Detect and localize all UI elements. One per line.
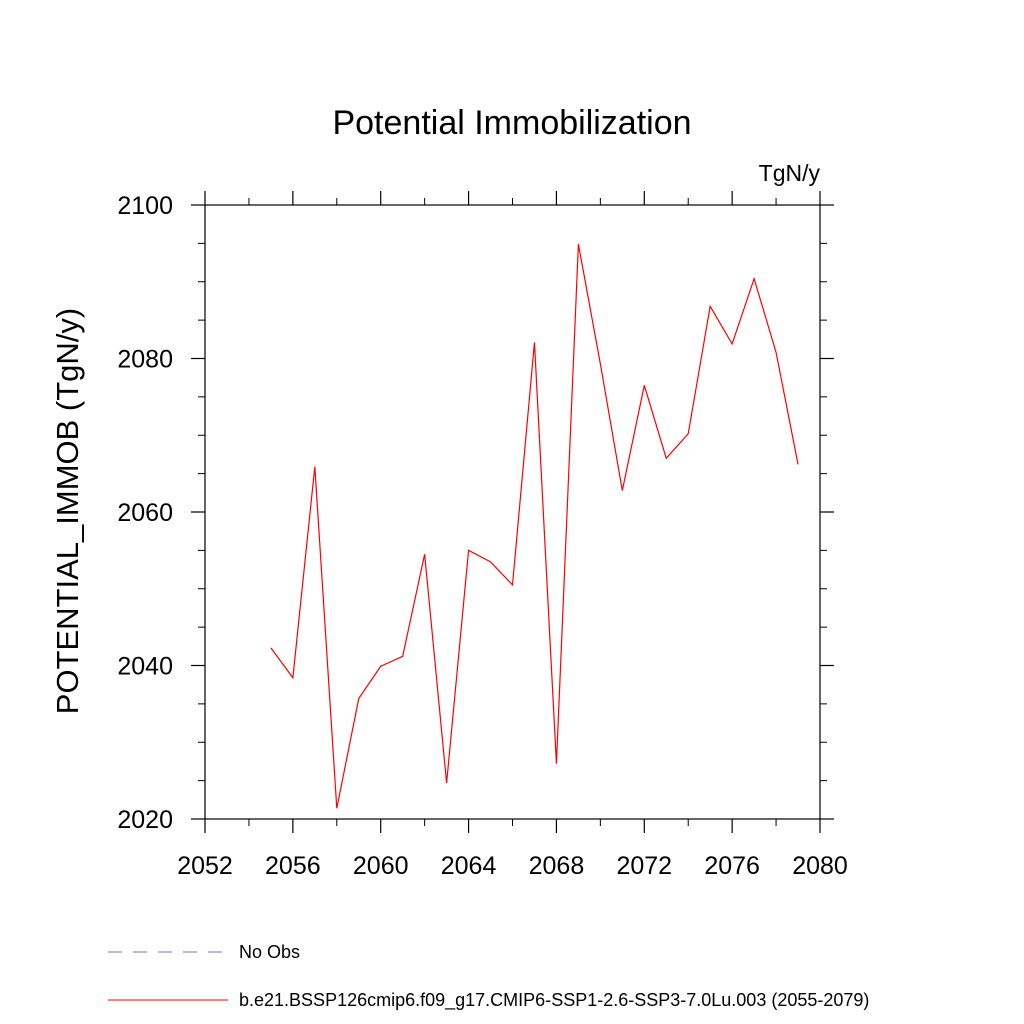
y-tick-label: 2100 <box>117 192 173 220</box>
y-axis-label: POTENTIAL_IMMOB (TgN/y) <box>50 308 85 714</box>
x-tick-label: 2064 <box>441 852 497 880</box>
y-tick-label: 2080 <box>117 346 173 374</box>
axis-ticks <box>191 191 834 833</box>
x-tick-label: 2052 <box>177 852 233 880</box>
units-label: TgN/y <box>759 160 821 186</box>
chart-title: Potential Immobilization <box>332 104 691 142</box>
y-tick-label: 2040 <box>117 653 173 681</box>
plot-frame <box>204 204 821 820</box>
x-tick-label: 2072 <box>616 852 672 880</box>
x-tick-label: 2076 <box>704 852 760 880</box>
y-tick-label: 2020 <box>117 806 173 834</box>
legend: No Obs b.e21.BSSP126cmip6.f09_g17.CMIP6-S… <box>108 942 869 1011</box>
x-tick-labels: 2052 2056 2060 2064 2068 2072 2076 2080 <box>177 852 848 880</box>
series-line-0 <box>270 244 799 809</box>
legend-label: No Obs <box>239 942 300 962</box>
y-tick-labels: 2020 2040 2060 2080 2100 <box>117 192 173 834</box>
x-tick-label: 2060 <box>353 852 409 880</box>
x-tick-label: 2080 <box>792 852 848 880</box>
legend-label: b.e21.BSSP126cmip6.f09_g17.CMIP6-SSP1-2.… <box>239 990 869 1011</box>
x-tick-label: 2068 <box>529 852 585 880</box>
y-tick-label: 2060 <box>117 499 173 527</box>
series-lines <box>270 244 799 809</box>
x-tick-label: 2056 <box>265 852 321 880</box>
